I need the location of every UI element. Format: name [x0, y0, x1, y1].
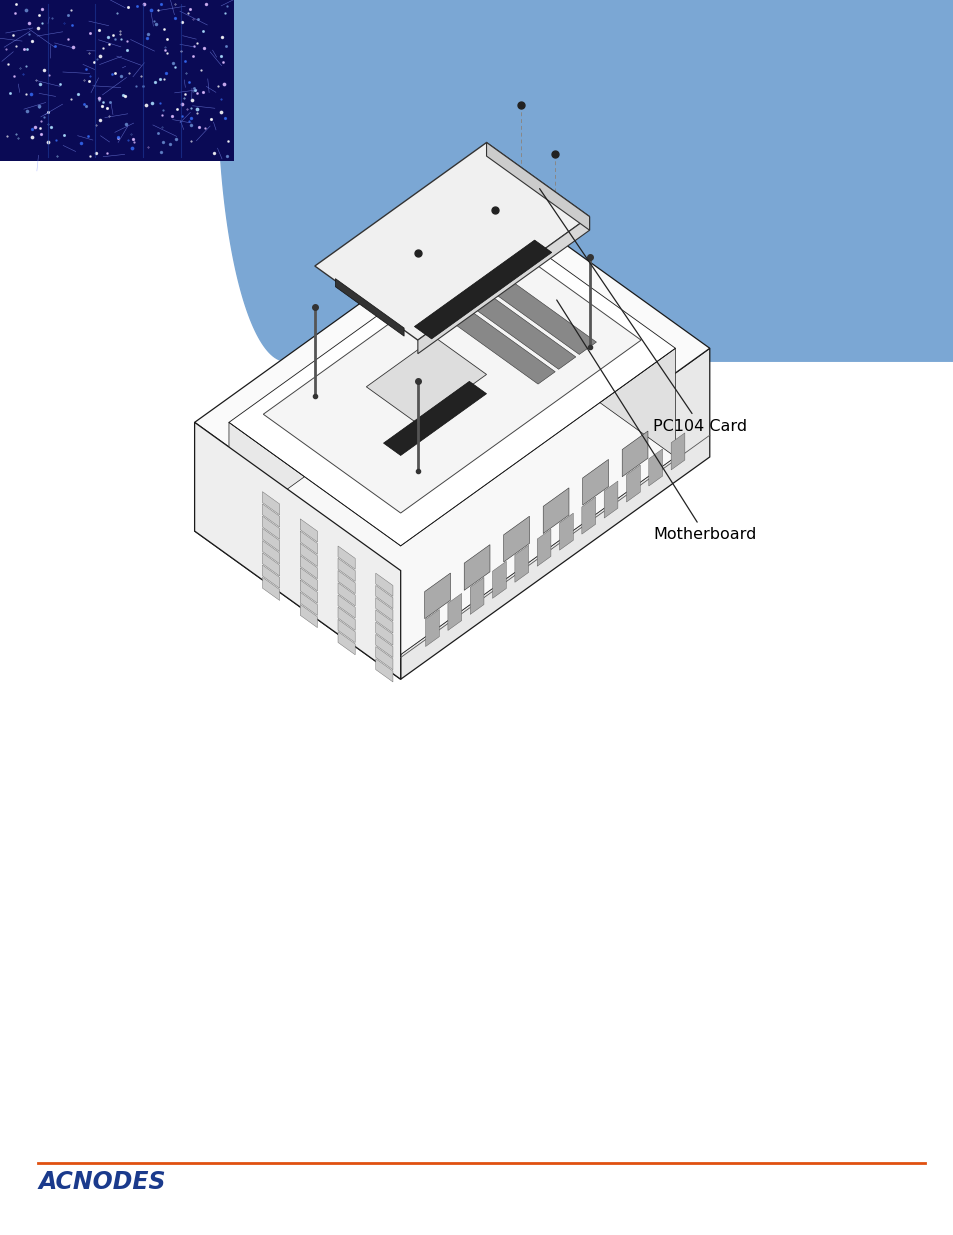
Polygon shape [383, 382, 486, 456]
Polygon shape [337, 631, 355, 655]
Polygon shape [464, 545, 490, 590]
Polygon shape [262, 541, 279, 563]
Polygon shape [262, 492, 279, 515]
Polygon shape [456, 283, 576, 369]
Polygon shape [375, 658, 393, 682]
Polygon shape [670, 433, 684, 469]
Polygon shape [300, 604, 317, 627]
Polygon shape [366, 337, 486, 424]
Polygon shape [486, 142, 589, 230]
Polygon shape [337, 546, 355, 569]
Polygon shape [263, 241, 640, 513]
Polygon shape [492, 561, 506, 599]
Polygon shape [417, 216, 589, 353]
Polygon shape [558, 514, 573, 551]
Polygon shape [314, 142, 589, 340]
Polygon shape [300, 592, 317, 615]
Text: Motherboard: Motherboard [557, 300, 756, 542]
Polygon shape [400, 348, 675, 655]
Polygon shape [542, 488, 568, 534]
Polygon shape [194, 422, 400, 679]
Polygon shape [375, 585, 393, 609]
Polygon shape [375, 635, 393, 657]
Polygon shape [194, 422, 400, 679]
Polygon shape [648, 448, 661, 485]
Polygon shape [300, 531, 317, 555]
Polygon shape [435, 298, 555, 384]
Polygon shape [582, 459, 608, 505]
Polygon shape [300, 568, 317, 592]
Polygon shape [337, 608, 355, 630]
Polygon shape [621, 431, 647, 477]
Polygon shape [337, 595, 355, 618]
Polygon shape [375, 622, 393, 645]
Polygon shape [515, 546, 528, 582]
Polygon shape [476, 268, 596, 354]
Polygon shape [300, 580, 317, 603]
Polygon shape [337, 583, 355, 606]
Polygon shape [218, 0, 953, 361]
Polygon shape [337, 558, 355, 582]
Polygon shape [262, 566, 279, 588]
Polygon shape [375, 647, 393, 669]
Polygon shape [603, 480, 618, 519]
Polygon shape [470, 578, 483, 615]
Polygon shape [537, 529, 551, 566]
Polygon shape [335, 279, 404, 336]
Polygon shape [262, 529, 279, 552]
Polygon shape [375, 598, 393, 621]
Polygon shape [425, 610, 438, 647]
Polygon shape [626, 464, 639, 501]
Polygon shape [503, 516, 529, 562]
Polygon shape [300, 543, 317, 567]
Polygon shape [414, 240, 551, 338]
Polygon shape [194, 200, 709, 571]
Polygon shape [262, 516, 279, 540]
Polygon shape [337, 571, 355, 594]
Polygon shape [375, 573, 393, 597]
Polygon shape [424, 573, 450, 619]
Polygon shape [229, 333, 675, 655]
Polygon shape [375, 610, 393, 634]
Polygon shape [337, 620, 355, 642]
Bar [0, 0, 233, 161]
Text: PC104 Card: PC104 Card [539, 189, 747, 433]
Polygon shape [400, 348, 709, 679]
Text: ACNODES: ACNODES [38, 1170, 166, 1193]
Polygon shape [262, 577, 279, 600]
Polygon shape [300, 519, 317, 542]
Polygon shape [300, 556, 317, 579]
Polygon shape [262, 504, 279, 527]
Polygon shape [229, 225, 675, 546]
Polygon shape [447, 594, 461, 630]
Polygon shape [229, 422, 400, 655]
Bar [0, 0, 953, 161]
Polygon shape [262, 553, 279, 576]
Polygon shape [581, 496, 595, 535]
